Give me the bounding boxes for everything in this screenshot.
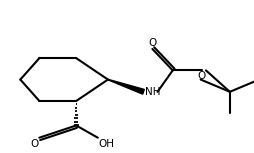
Text: OH: OH — [99, 139, 115, 149]
Text: NH: NH — [145, 87, 160, 97]
Text: O: O — [198, 71, 206, 81]
Polygon shape — [108, 79, 144, 94]
Text: O: O — [148, 38, 156, 48]
Text: O: O — [30, 139, 38, 149]
